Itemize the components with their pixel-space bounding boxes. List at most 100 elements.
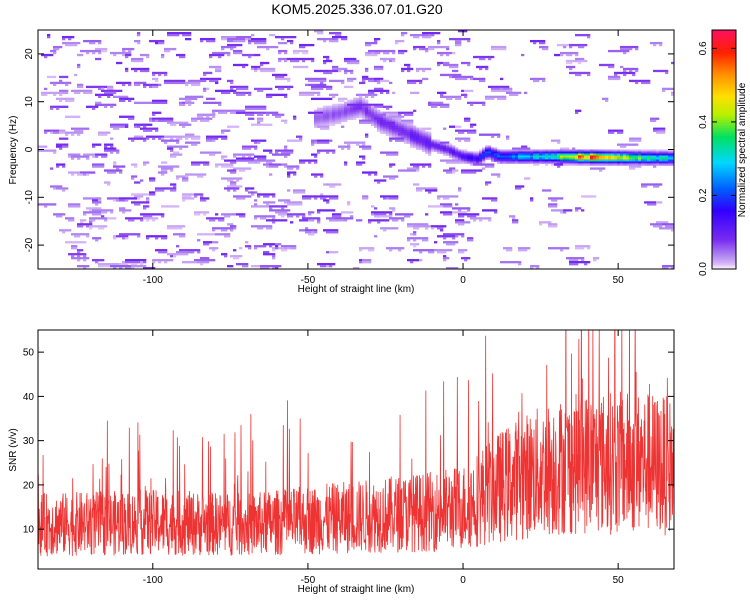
heatmap-cell (593, 257, 597, 260)
heatmap-cell (374, 107, 378, 110)
heatmap-cell (71, 35, 75, 39)
heatmap-cell (182, 197, 186, 200)
heatmap-cell (449, 205, 453, 208)
heatmap-cell (473, 219, 477, 222)
heatmap-cell (119, 169, 123, 172)
heatmap-cell (434, 205, 438, 208)
heatmap-cell (107, 85, 111, 89)
heatmap-cell (521, 159, 525, 162)
heatmap-cell (272, 215, 276, 218)
heatmap-cell (467, 209, 471, 212)
heatmap-cell (164, 79, 168, 83)
heatmap-cell (269, 205, 273, 208)
heatmap-cell (323, 77, 327, 81)
heatmap-cell (224, 89, 228, 93)
heatmap-cell (230, 109, 234, 112)
heatmap-cell (320, 115, 324, 118)
heatmap-cell (524, 147, 528, 150)
heatmap-cell (209, 113, 213, 116)
heatmap-cell (89, 227, 93, 230)
heatmap-cell (350, 105, 354, 108)
heatmap-cell (563, 163, 567, 166)
heatmap-cell (179, 233, 183, 236)
heatmap-cell (521, 247, 525, 250)
heatmap-cell (308, 79, 312, 83)
heatmap-cell (434, 103, 438, 106)
heatmap-cell (323, 107, 327, 110)
heatmap-cell (464, 129, 468, 132)
heatmap-cell (416, 69, 420, 73)
heatmap-cell (317, 93, 321, 97)
heatmap-cell (239, 111, 243, 114)
heatmap-cell (326, 87, 330, 91)
heatmap-cell (290, 203, 294, 206)
heatmap-cell (50, 185, 54, 188)
heatmap-cell (419, 137, 423, 140)
heatmap-cell (599, 149, 603, 152)
heatmap-cell (257, 41, 261, 45)
heatmap-cell (269, 225, 273, 228)
heatmap-cell (575, 53, 579, 57)
heatmap-cell (410, 91, 414, 95)
heatmap-cell (221, 213, 225, 216)
heatmap-cell (326, 57, 330, 61)
heatmap-cell (251, 67, 255, 71)
heatmap-cell (332, 117, 336, 120)
heatmap-cell (464, 117, 468, 120)
y-tick-label: -10 (24, 190, 35, 205)
heatmap-cell (578, 43, 582, 47)
heatmap-cell (260, 267, 264, 270)
heatmap-cell (356, 111, 360, 114)
heatmap-cell (308, 219, 312, 222)
heatmap-cell (593, 153, 597, 156)
heatmap-cell (362, 113, 366, 116)
heatmap-cell (587, 159, 591, 162)
heatmap-cell (248, 117, 252, 120)
heatmap-cell (554, 199, 558, 202)
heatmap-cell (272, 69, 276, 73)
heatmap-cell (266, 205, 270, 208)
heatmap-cell (179, 31, 183, 35)
heatmap-cell (206, 97, 210, 101)
heatmap-cell (266, 61, 270, 65)
heatmap-cell (347, 111, 351, 114)
heatmap-cell (230, 229, 234, 232)
heatmap-cell (320, 113, 324, 116)
heatmap-cell (341, 37, 345, 41)
heatmap-cell (539, 39, 543, 43)
heatmap-cell (410, 169, 414, 172)
heatmap-cell (479, 159, 483, 162)
heatmap-cell (551, 151, 555, 154)
colorbar-segment (712, 171, 736, 174)
colorbar-segment (712, 213, 736, 216)
heatmap-cell (260, 113, 264, 116)
heatmap-cell (299, 43, 303, 47)
heatmap-cell (581, 33, 585, 37)
heatmap-cell (155, 79, 159, 83)
heatmap-cell (443, 235, 447, 238)
heatmap-cell (659, 151, 663, 154)
heatmap-cell (497, 161, 501, 164)
heatmap-cell (194, 259, 198, 262)
heatmap-cell (95, 197, 99, 200)
heatmap-cell (449, 63, 453, 67)
heatmap-cell (509, 153, 513, 156)
heatmap-cell (116, 151, 120, 154)
heatmap-cell (653, 153, 657, 156)
heatmap-cell (578, 157, 582, 160)
heatmap-cell (41, 53, 45, 57)
heatmap-cell (176, 205, 180, 208)
heatmap-cell (251, 139, 255, 142)
heatmap-cell (353, 101, 357, 104)
heatmap-cell (398, 127, 402, 130)
heatmap-cell (611, 161, 615, 164)
heatmap-cell (446, 249, 450, 252)
heatmap-cell (161, 169, 165, 172)
heatmap-cell (419, 127, 423, 130)
heatmap-cell (437, 101, 441, 104)
heatmap-cell (269, 219, 273, 222)
heatmap-cell (662, 157, 666, 160)
heatmap-cell (467, 151, 471, 154)
heatmap-cell (641, 155, 645, 158)
heatmap-cell (269, 243, 273, 246)
